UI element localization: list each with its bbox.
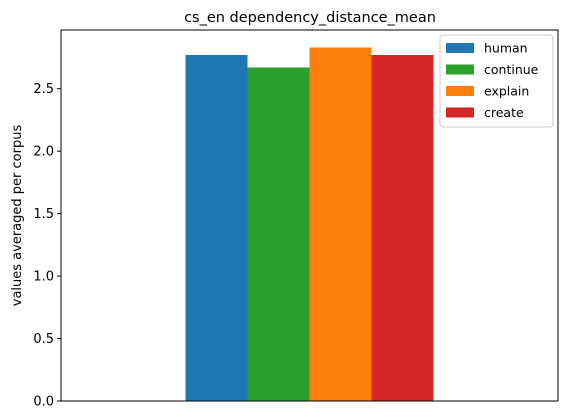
y-tick-label: 2.5	[33, 82, 54, 97]
legend-label-continue: continue	[484, 62, 539, 77]
legend-label-human: human	[484, 41, 528, 56]
legend-swatch-human	[446, 43, 474, 53]
y-tick-label: 2.0	[33, 145, 54, 160]
y-axis-label: values averaged per corpus	[10, 125, 25, 307]
bar-explain	[309, 47, 372, 401]
y-tick-label: 0.5	[33, 332, 54, 347]
y-tick-label: 1.5	[33, 207, 54, 222]
bar-continue	[247, 67, 310, 402]
chart-title: cs_en dependency_distance_mean	[184, 10, 436, 26]
bar-human	[185, 54, 248, 402]
bars-group	[185, 47, 434, 402]
plot-frame	[60, 29, 559, 402]
legend-box	[439, 34, 554, 128]
y-axis-ticks: 0.0 0.5 1.0 1.5 2.0 2.5	[33, 82, 61, 410]
y-tick-label: 0.0	[33, 395, 54, 410]
y-tick-label: 1.0	[33, 270, 54, 285]
legend-swatch-explain	[446, 86, 474, 96]
legend-label-create: create	[484, 105, 524, 120]
legend: human continue explain create	[439, 34, 554, 128]
legend-swatch-create	[446, 107, 474, 118]
legend-swatch-continue	[446, 64, 474, 75]
bar-create	[371, 54, 434, 402]
legend-label-explain: explain	[484, 84, 529, 99]
